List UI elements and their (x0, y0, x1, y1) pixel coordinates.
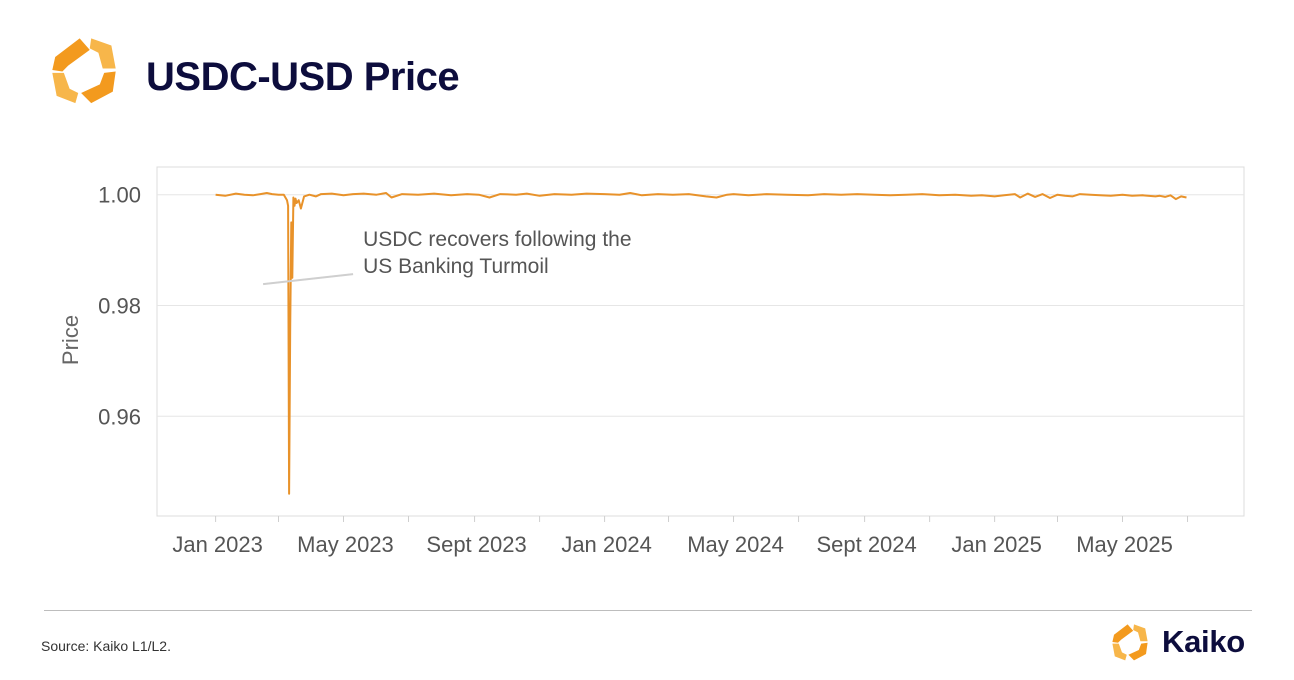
brand-wordmark: Kaiko (1162, 624, 1245, 659)
annotation-leader-line (262, 273, 354, 286)
x-tick-label: Jan 2024 (561, 532, 652, 557)
y-tick-label: 0.96 (98, 404, 141, 429)
x-tick-label: May 2025 (1076, 532, 1173, 557)
annotation-text: USDC recovers following the US Banking Tu… (363, 228, 631, 278)
page-title: USDC-USD Price (146, 55, 460, 99)
kaiko-logo-top-left-shape (52, 38, 90, 72)
x-tick-label: Jan 2023 (172, 532, 263, 557)
kaiko-logo-icon (1112, 624, 1148, 661)
y-tick-label: 1.00 (98, 183, 141, 208)
annotation-line: US Banking Turmoil (363, 255, 549, 278)
grid-lines (157, 194, 1244, 417)
annotation-line: USDC recovers following the (363, 228, 631, 251)
footer-brand (1112, 624, 1148, 661)
x-tick-label: May 2023 (297, 532, 394, 557)
source-note: Source: Kaiko L1/L2. (41, 638, 171, 654)
x-tick-label: Sept 2024 (816, 532, 916, 557)
y-tick-label: 0.98 (98, 293, 141, 318)
usdc-price-chart: 0.960.981.00 Jan 2023 May 2023 Sept 2023 Ja… (58, 166, 1245, 557)
kaiko-logo-bottom-right-shape (81, 71, 116, 104)
x-tick-label: Sept 2023 (426, 532, 526, 557)
x-tick-label: May 2024 (687, 532, 784, 557)
series-line-usdc-price (215, 192, 1187, 495)
x-axis-ticks: Jan 2023 May 2023 Sept 2023 Jan 2024 May 202… (172, 516, 1189, 557)
footer-divider (44, 610, 1252, 611)
kaiko-logo-top-right-shape (89, 38, 116, 69)
y-axis-title: Price (58, 315, 83, 365)
plot-area-border (156, 166, 1245, 517)
x-tick-label: Jan 2025 (951, 532, 1042, 557)
kaiko-logo-bottom-left-shape (52, 72, 79, 104)
kaiko-logo-icon (52, 38, 116, 104)
y-axis-ticks: 0.96 0.98 1.00 (98, 183, 141, 430)
